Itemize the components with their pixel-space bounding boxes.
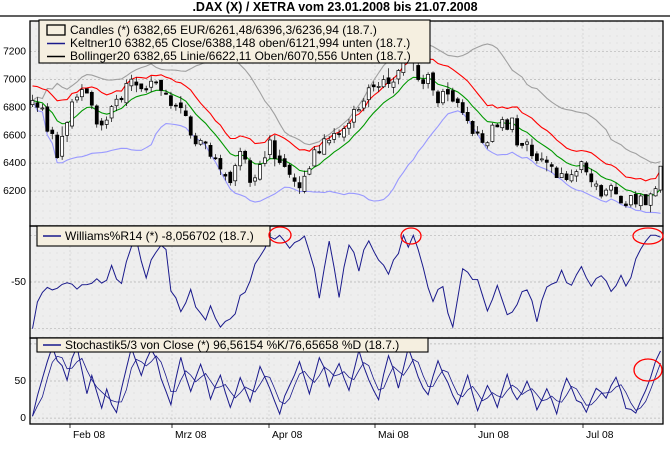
svg-text:7200: 7200 bbox=[3, 47, 26, 58]
svg-text:0: 0 bbox=[20, 413, 26, 424]
svg-text:.DAX (X) / XETRA vom 23.01.200: .DAX (X) / XETRA vom 23.01.2008 bis 21.0… bbox=[192, 0, 477, 14]
svg-text:Jul 08: Jul 08 bbox=[586, 430, 614, 441]
svg-text:Keltner10 6382,65 Close/6388,1: Keltner10 6382,65 Close/6388,148 oben/61… bbox=[70, 36, 410, 50]
svg-text:6200: 6200 bbox=[3, 186, 26, 197]
svg-text:6800: 6800 bbox=[3, 103, 26, 114]
svg-text:Bollinger20 6382,65 Linie/6622: Bollinger20 6382,65 Linie/6622,11 Oben/6… bbox=[70, 49, 411, 63]
svg-text:-50: -50 bbox=[11, 277, 26, 288]
svg-text:50: 50 bbox=[15, 376, 27, 387]
svg-text:Mai 08: Mai 08 bbox=[378, 430, 409, 441]
svg-text:Apr 08: Apr 08 bbox=[272, 430, 303, 441]
svg-text:Jun 08: Jun 08 bbox=[478, 430, 509, 441]
svg-text:Stochastik5/3 von Close (*) 96: Stochastik5/3 von Close (*) 96,56154 %K/… bbox=[65, 338, 399, 352]
svg-text:6400: 6400 bbox=[3, 158, 26, 169]
svg-text:Williams%R14 (*) -8,056702 (18: Williams%R14 (*) -8,056702 (18.7.) bbox=[65, 229, 254, 243]
svg-text:Feb 08: Feb 08 bbox=[73, 430, 105, 441]
svg-text:Candles (*) 6382,65 EUR/6261,4: Candles (*) 6382,65 EUR/6261,48/6396,3/6… bbox=[70, 23, 377, 37]
svg-text:7000: 7000 bbox=[3, 75, 26, 86]
svg-text:Mrz 08: Mrz 08 bbox=[175, 430, 207, 441]
svg-text:6600: 6600 bbox=[3, 130, 26, 141]
